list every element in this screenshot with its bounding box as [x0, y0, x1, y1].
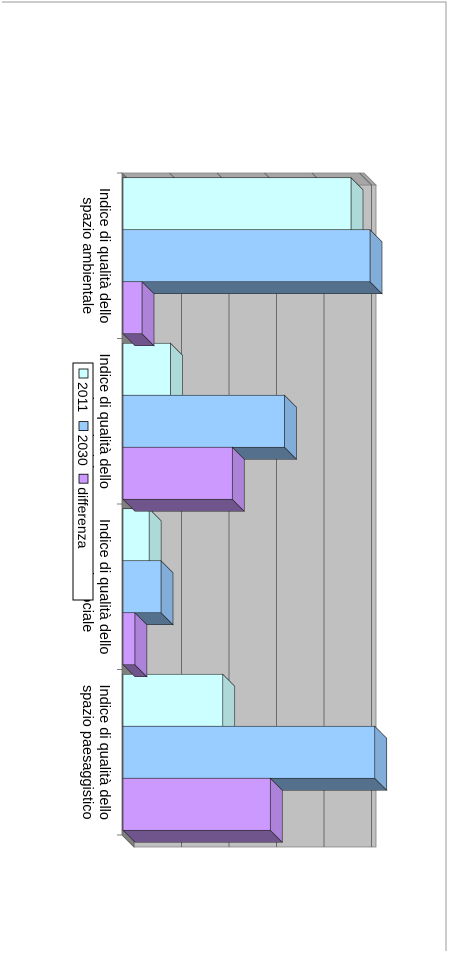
legend-swatch [78, 421, 89, 432]
bar-front [122, 281, 143, 335]
category-label: spazio ambientale [79, 197, 95, 314]
bar-front [122, 229, 371, 283]
category-label: Indice di qualità dello [96, 354, 112, 489]
bar-front [122, 725, 376, 779]
bar [122, 281, 155, 347]
bar-front [122, 560, 162, 614]
bar [122, 612, 148, 678]
bars [122, 177, 388, 843]
bar [122, 446, 245, 512]
bar-front [122, 508, 150, 562]
category-label: Indice di qualità dello [96, 188, 112, 323]
bar-front [122, 777, 271, 831]
legend-label: 2011 [75, 382, 91, 412]
bar-front [122, 342, 171, 396]
bar-front [122, 394, 285, 448]
bar-side [122, 498, 245, 512]
legend-label: 2030 [75, 435, 91, 466]
legend-swatch [78, 473, 89, 484]
bar-front [122, 177, 352, 231]
bar-front [122, 446, 233, 500]
chart-area-border [2, 1, 447, 951]
category-label: spazio paesaggistico [79, 685, 95, 820]
category-label: Indice di qualità dello [96, 685, 112, 820]
bar-side [122, 281, 383, 295]
category-label: Indice di qualità dello [96, 519, 112, 654]
bar-front [122, 673, 224, 727]
legend: 2011 2030 differenza [72, 362, 94, 601]
bar-front [122, 612, 136, 666]
bar [122, 229, 383, 295]
bar-side [122, 829, 283, 843]
legend-swatch [78, 368, 89, 379]
bar [122, 777, 283, 843]
gridline-side [359, 172, 372, 186]
legend-label: differenza [75, 487, 91, 548]
